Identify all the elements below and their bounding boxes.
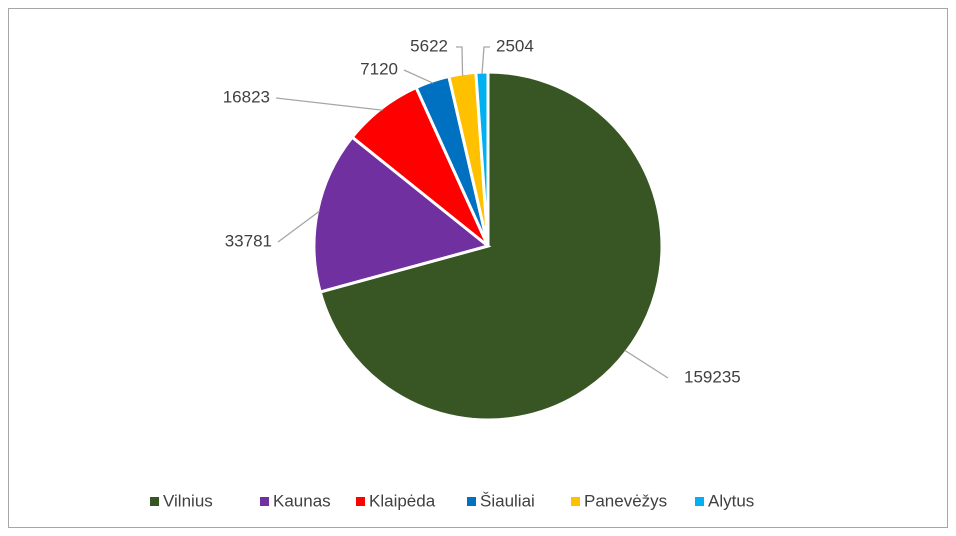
leader-line	[456, 46, 464, 76]
legend-label: Klaipėda	[369, 491, 436, 510]
leader-line	[275, 97, 383, 111]
legend-swatch	[260, 497, 269, 506]
data-label: 33781	[225, 231, 272, 250]
data-label: 5622	[410, 36, 448, 55]
legend-swatch	[150, 497, 159, 506]
legend-swatch	[356, 497, 365, 506]
data-label: 2504	[496, 36, 534, 55]
data-label: 16823	[223, 87, 270, 106]
legend-swatch	[467, 497, 476, 506]
legend-swatch	[695, 497, 704, 506]
data-label: 159235	[684, 367, 741, 386]
pie-slice	[312, 135, 492, 294]
legend-label: Vilnius	[163, 491, 213, 510]
legend-label: Kaunas	[273, 491, 331, 510]
leader-line	[403, 69, 434, 84]
legend-label: Panevėžys	[584, 491, 667, 510]
leader-line	[277, 210, 320, 243]
legend-label: Šiauliai	[480, 491, 535, 510]
leader-line	[624, 349, 669, 379]
data-label: 7120	[360, 59, 398, 78]
legend-swatch	[571, 497, 580, 506]
legend-label: Alytus	[708, 491, 754, 510]
leader-line	[481, 46, 490, 75]
